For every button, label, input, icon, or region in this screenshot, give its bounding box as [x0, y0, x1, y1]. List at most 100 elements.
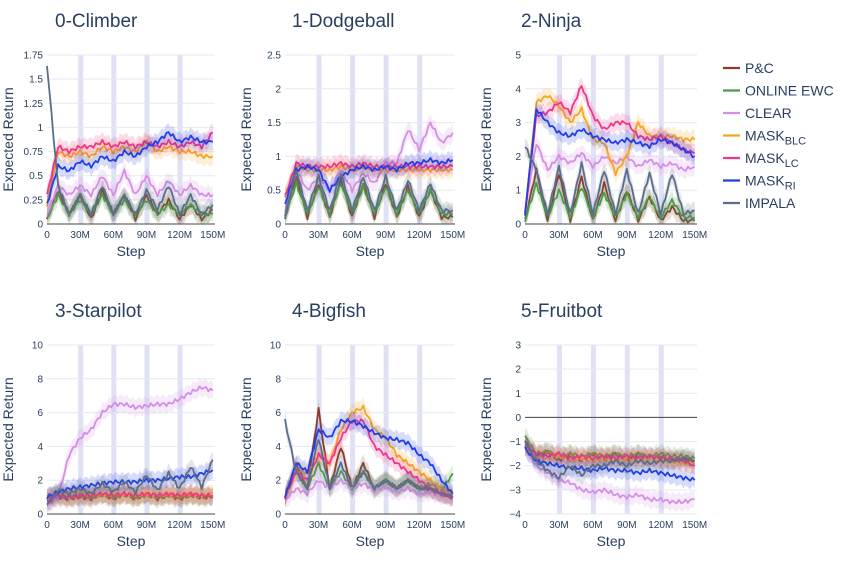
series-line-ri — [524, 446, 696, 482]
series-band-ri — [47, 123, 213, 212]
x-tick-label: 0 — [282, 520, 288, 531]
series-line-blc — [524, 95, 696, 213]
x-tick-label: 120M — [648, 230, 673, 241]
series-band-ri — [525, 100, 695, 224]
series-band-impala — [47, 57, 213, 224]
legend-item-ewc[interactable]: ONLINE EWC — [723, 83, 834, 99]
series-line-pc — [524, 167, 696, 224]
x-tick-label: 30M — [309, 520, 328, 531]
legend-item-blc[interactable]: MASKBLC — [723, 128, 806, 148]
series-line-ewc — [46, 192, 214, 218]
y-axis-label: Expected Return — [478, 377, 494, 481]
y-tick-label: 3 — [515, 341, 521, 352]
legend-label-impala: IMPALA — [745, 195, 796, 211]
x-axis-label: Step — [597, 243, 626, 259]
legend-label-blc: MASKBLC — [745, 128, 806, 148]
y-tick-label: 0.75 — [24, 147, 44, 158]
series-line-impala — [284, 170, 454, 220]
task-switch-band — [556, 345, 562, 514]
panel-5: −4 −3 −2 −1 0 1 2 3 0 30M 60M 90M 120M 150M 5-Fruitbot… — [478, 301, 707, 549]
series-line-ewc — [284, 180, 453, 217]
series-line-clear — [46, 168, 214, 216]
y-tick-label: 10 — [32, 341, 44, 352]
plot-background — [525, 345, 697, 514]
legend-item-pc[interactable]: P&C — [723, 60, 774, 76]
series-line-impala — [46, 66, 214, 217]
y-tick-label: 4 — [37, 442, 43, 453]
x-tick-label: 90M — [617, 520, 636, 531]
x-tick-label: 90M — [376, 520, 395, 531]
y-tick-label: 2 — [275, 84, 281, 95]
y-tick-label: 1.5 — [267, 118, 281, 129]
series-band-ri — [285, 149, 453, 213]
y-tick-label: −2 — [510, 461, 522, 472]
x-tick-label: 150M — [682, 230, 707, 241]
series-band-impala — [525, 432, 695, 488]
legend-item-impala[interactable]: IMPALA — [723, 195, 796, 211]
y-tick-label: 6 — [275, 408, 281, 419]
panel-2: 0 1 2 3 4 5 0 30M 60M 90M 120M 150M 2-Ninja Step Expec… — [478, 11, 707, 259]
task-switch-band — [350, 55, 356, 224]
y-tick-label: 2 — [515, 365, 521, 376]
x-tick-label: 0 — [522, 520, 528, 531]
x-axis-label: Step — [117, 533, 146, 549]
legend-item-ri[interactable]: MASKRI — [723, 173, 796, 193]
x-tick-label: 0 — [282, 230, 288, 241]
series-band-clear — [525, 436, 695, 512]
series-line-ewc — [524, 181, 696, 222]
y-tick-label: 4 — [275, 442, 281, 453]
task-switch-band — [556, 55, 562, 224]
x-tick-label: 120M — [407, 520, 432, 531]
legend-item-lc[interactable]: MASKLC — [723, 150, 799, 170]
y-axis-label: Expected Return — [238, 87, 254, 191]
panel-0: 0 0.25 0.5 0.75 1 1.25 1.5 1.75 0 30M 60M 90M 120M 15… — [0, 11, 225, 259]
y-tick-label: 1 — [275, 152, 281, 163]
x-tick-label: 0 — [44, 230, 50, 241]
legend-item-clear[interactable]: CLEAR — [723, 105, 792, 121]
series-band-clear — [285, 114, 453, 221]
series-line-clear — [524, 444, 695, 505]
y-tick-label: 0.5 — [267, 186, 281, 197]
task-switch-band — [177, 345, 183, 514]
x-axis-label: Step — [597, 533, 626, 549]
legend-label-lc: MASKLC — [745, 150, 799, 170]
panel-3: 0 2 4 6 8 10 0 30M 60M 90M 120M 150M 3-Starpilot Step… — [0, 301, 225, 549]
legend-label-main: P&C — [745, 60, 774, 76]
legend-label-main: IMPALA — [745, 195, 796, 211]
series-line-ri — [524, 108, 695, 216]
x-tick-label: 60M — [583, 520, 602, 531]
series-line-lc — [524, 85, 696, 213]
task-switch-band — [383, 55, 389, 224]
x-tick-label: 150M — [440, 520, 465, 531]
series-line-impala — [284, 418, 454, 498]
series-line-ri — [46, 131, 214, 204]
y-tick-label: 1.25 — [24, 99, 44, 110]
panel-title: 3-Starpilot — [55, 301, 142, 322]
y-tick-label: 1 — [515, 186, 521, 197]
task-switch-band — [417, 345, 423, 514]
x-tick-label: 150M — [440, 230, 465, 241]
x-axis-label: Step — [117, 243, 146, 259]
y-tick-label: 0 — [515, 220, 521, 231]
y-tick-label: 0 — [37, 510, 43, 521]
task-switch-band — [350, 345, 356, 514]
series-line-ri — [284, 418, 454, 498]
y-tick-label: 0.25 — [24, 195, 44, 206]
panel-title: 4-Bigfish — [292, 301, 366, 322]
panel-1: 0 0.5 1 1.5 2 2.5 0 30M 60M 90M 120M 150M 1-Dodgebal… — [238, 11, 465, 259]
x-tick-label: 30M — [70, 230, 89, 241]
x-axis-label: Step — [356, 533, 385, 549]
series-band-blc — [525, 87, 695, 221]
y-tick-label: 0.5 — [29, 171, 43, 182]
series-band-lc — [525, 77, 695, 222]
y-tick-label: 0 — [275, 220, 281, 231]
legend-label-sub: BLC — [785, 136, 806, 148]
legend-label-main: MASK — [745, 128, 785, 144]
x-tick-label: 120M — [407, 230, 432, 241]
panel-title: 5-Fruitbot — [521, 301, 603, 322]
task-switch-band — [624, 345, 630, 514]
series-band-clear — [525, 136, 695, 221]
series-band-clear — [47, 160, 213, 224]
